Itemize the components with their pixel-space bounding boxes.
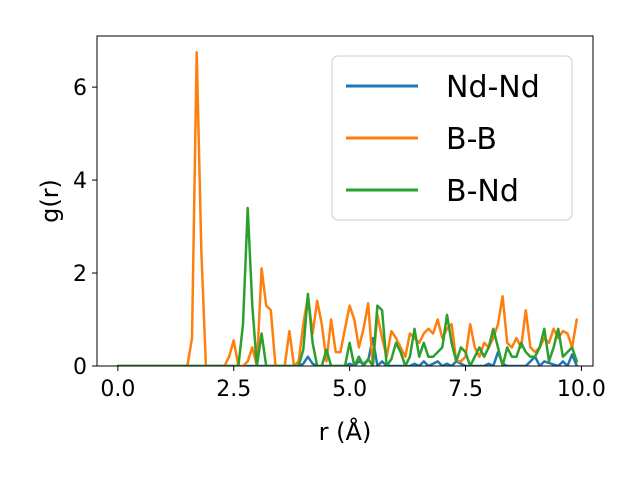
x-tick-label: 5.0 [332, 377, 367, 402]
y-tick-label: 2 [73, 262, 87, 287]
series-line-0 [116, 336, 579, 366]
legend-label-0: Nd-Nd [446, 70, 540, 105]
x-tick-label: 0.0 [100, 377, 135, 402]
y-axis: 0 2 4 6 [73, 76, 97, 380]
x-tick-label: 10.0 [557, 377, 606, 402]
y-axis-label: g(r) [36, 179, 64, 223]
y-tick-label: 0 [73, 355, 87, 380]
series-layer [116, 51, 579, 366]
y-tick-label: 6 [73, 76, 87, 101]
legend-label-2: B-Nd [446, 174, 519, 209]
x-tick-label: 7.5 [448, 377, 483, 402]
series-line-2 [116, 206, 579, 366]
x-tick-label: 2.5 [216, 377, 251, 402]
legend-box [331, 55, 573, 221]
x-axis-label: r (Å) [319, 417, 372, 446]
plot-frame [96, 35, 594, 367]
x-axis: 0.0 2.5 5.0 7.5 10.0 [100, 366, 606, 402]
legend: Nd-Nd B-B B-Nd [331, 55, 573, 221]
legend-label-1: B-B [446, 122, 497, 157]
y-tick-label: 4 [73, 169, 87, 194]
